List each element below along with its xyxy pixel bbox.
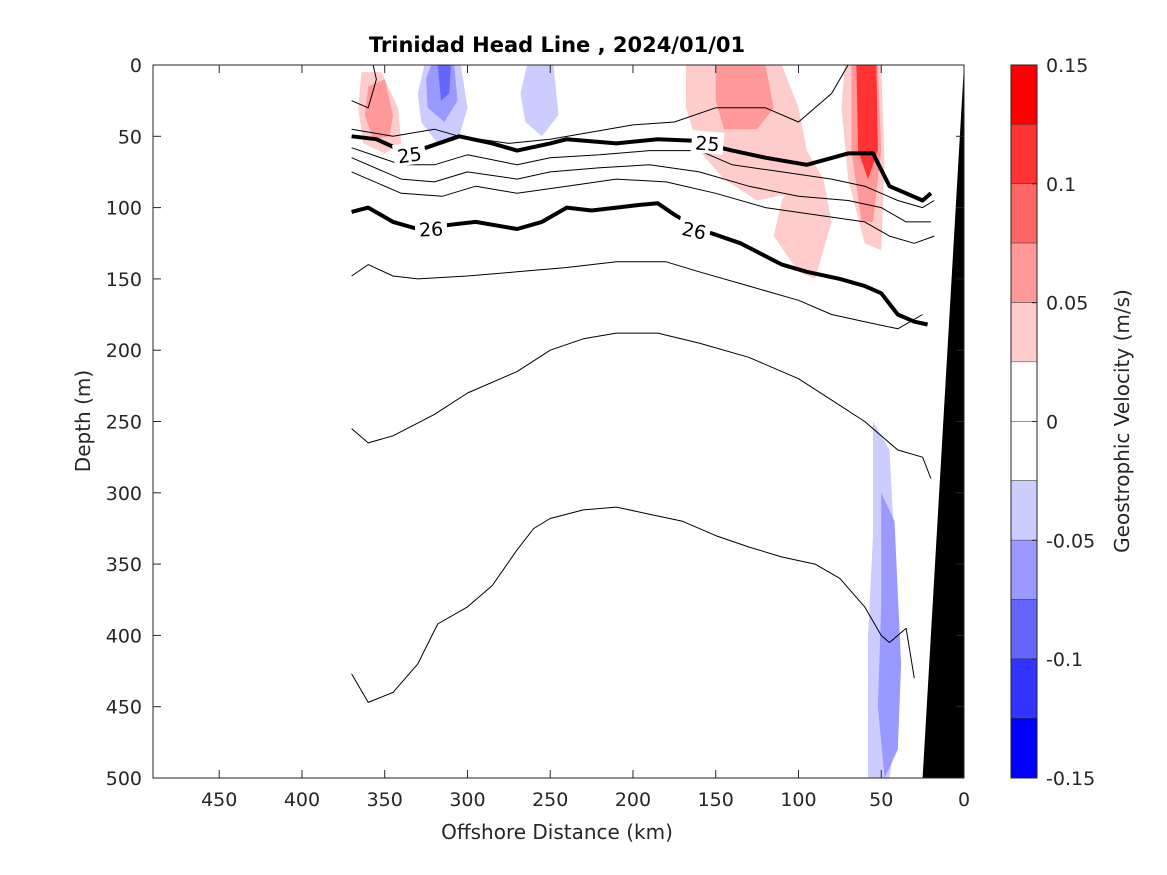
x-tick-label-2: 350 [367, 789, 403, 811]
velocity-region-21 [348, 271, 359, 422]
bathymetry [922, 65, 964, 778]
velocity-region-20 [856, 65, 878, 180]
y-tick-label-2: 100 [106, 198, 142, 220]
density-contour-1 [351, 65, 849, 144]
y-tick-label-6: 300 [106, 483, 142, 505]
velocity-region-28 [368, 507, 460, 778]
colorbar: 0.15 0.1 0.05 0 -0.05 -0.1 -0.15 [1010, 55, 1095, 790]
velocity-region-29 [450, 592, 531, 778]
chart-title: Trinidad Head Line , 2024/01/01 [369, 33, 745, 57]
x-tick-label-0: 450 [201, 789, 237, 811]
colorbar-swatch-6 [1011, 421, 1037, 481]
x-tick-label-4: 250 [532, 789, 568, 811]
colorbar-swatch-4 [1011, 302, 1037, 363]
contour-label-bg-3 [676, 215, 713, 244]
colorbar-swatch-3 [1011, 243, 1037, 303]
contour-label-bg-1 [690, 130, 725, 155]
x-axis: 450 400 350 300 250 200 150 100 50 0 [201, 65, 970, 811]
colorbar-swatch-10 [1011, 659, 1037, 719]
velocity-region-9 [520, 65, 559, 137]
contour-label-3: 26 [680, 218, 708, 245]
y-tick-label-8: 400 [106, 625, 142, 647]
velocity-region-24 [877, 492, 902, 778]
colorbar-swatch-5 [1011, 362, 1037, 422]
contour-label-bg-2 [414, 216, 448, 240]
x-tick-label-8: 50 [869, 789, 893, 811]
colorbar-tick-label-6: -0.15 [1046, 768, 1095, 790]
velocity-region-6 [437, 65, 451, 101]
density-contour-4 [351, 157, 931, 223]
velocity-region-10 [437, 179, 468, 286]
velocity-region-27 [348, 628, 359, 778]
density-contour-5 [351, 171, 935, 244]
plot-area: 25 25 26 26 [152, 64, 965, 779]
x-tick-label-7: 100 [780, 789, 816, 811]
y-tick-label-5: 250 [106, 412, 142, 434]
density-contour-3 [351, 147, 935, 209]
colorbar-tick-label-5: -0.1 [1046, 649, 1083, 671]
colorbar-tick-label-1: 0.1 [1046, 174, 1076, 196]
x-tick-label-3: 300 [449, 789, 485, 811]
y-tick-label-4: 200 [106, 340, 142, 362]
y-tick-label-7: 350 [106, 554, 142, 576]
colorbar-swatch-1 [1011, 124, 1037, 184]
density-contour-8 [351, 332, 932, 479]
y-tick-label-9: 450 [106, 697, 142, 719]
density-contour-2 [351, 134, 933, 203]
colorbar-swatch-0 [1011, 65, 1037, 125]
velocity-region-25 [768, 535, 807, 778]
colorbar-tick-label-4: -0.05 [1046, 530, 1095, 552]
x-tick-label-6: 150 [698, 789, 734, 811]
contour-label-2: 26 [418, 218, 443, 241]
colorbar-swatch-7 [1011, 480, 1037, 541]
density-contour-0 [351, 65, 377, 109]
y-tick-label-0: 0 [130, 55, 142, 77]
y-axis-label: Depth (m) [71, 370, 95, 472]
x-tick-label-5: 200 [615, 789, 651, 811]
velocity-region-7 [487, 65, 518, 151]
x-tick-label-1: 400 [284, 789, 320, 811]
plot-content: 25 25 26 26 [153, 65, 964, 778]
contour-label-bg-0 [392, 140, 427, 167]
colorbar-swatch-11 [1011, 718, 1037, 778]
density-contour-9 [351, 506, 915, 703]
colorbar-tick-label-0: 0.15 [1046, 55, 1088, 77]
velocity-region-16 [773, 150, 832, 279]
colorbar-swatch-8 [1011, 540, 1037, 600]
colorbar-swatch-2 [1011, 183, 1037, 244]
y-tick-label-10: 500 [106, 768, 142, 790]
x-axis-label: Offshore Distance (km) [441, 820, 673, 844]
contour-label-0: 25 [396, 143, 423, 168]
y-tick-label-1: 50 [118, 126, 142, 148]
x-tick-label-9: 0 [958, 789, 970, 811]
y-tick-label-3: 150 [106, 269, 142, 291]
colorbar-tick-label-3: 0 [1046, 412, 1058, 434]
velocity-region-26 [641, 649, 700, 778]
density-contour-7 [351, 261, 923, 330]
velocity-region-12 [381, 271, 410, 443]
velocity-region-11 [484, 157, 551, 372]
colorbar-swatch-9 [1011, 599, 1037, 660]
contour-label-1: 25 [694, 132, 720, 156]
colorbar-tick-label-2: 0.05 [1046, 293, 1088, 315]
colorbar-label: Geostrophic Velocity (m/s) [1110, 289, 1134, 553]
y-axis: 0 50 100 150 200 250 300 350 400 450 500 [106, 55, 964, 790]
velocity-region-17 [715, 65, 774, 130]
